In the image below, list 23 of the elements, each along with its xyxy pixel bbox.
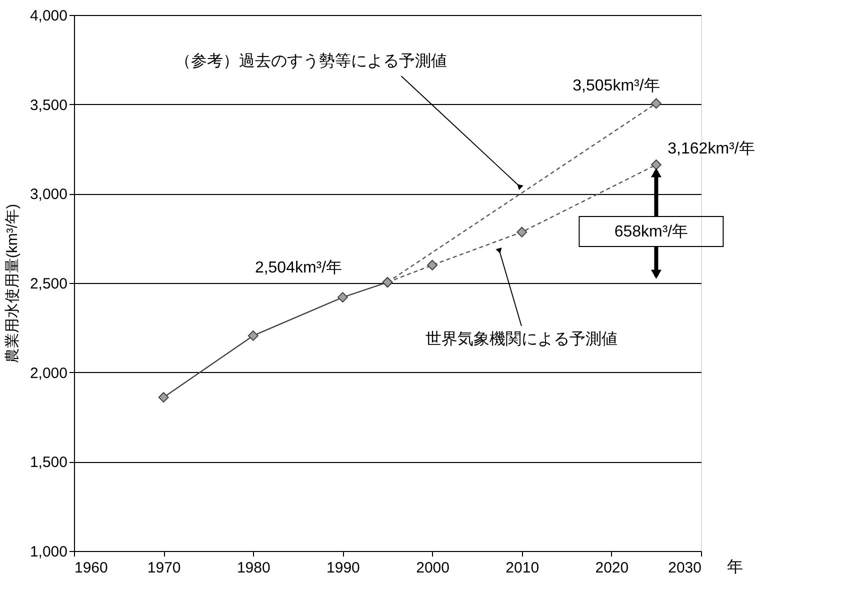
x-tick-label: 1980 [236,560,270,576]
y-tick-label: 4,000 [30,8,68,24]
x-tick-label: 1990 [326,560,360,576]
y-tick-label: 3,000 [30,186,68,204]
x-tick-label: 1960 [74,560,108,576]
annotation: 3,505km³/年 [572,77,660,94]
annotation: 世界気象機関による予測値 [425,330,618,348]
x-tick-label: 1970 [147,560,181,576]
x-tick-label: 2030 [668,560,702,576]
annotation: （参考）過去のすう勢等による予測値 [175,52,448,70]
y-tick-label: 1,500 [30,454,68,472]
x-axis-title: 年 [727,559,743,576]
y-tick-label: 3,500 [30,96,68,114]
x-tick-label: 2000 [416,560,450,576]
y-axis-title: 農業用水使用量(km³/年) [4,204,21,364]
annotation: 3,162km³/年 [668,140,755,158]
y-tick-label: 2,000 [30,364,68,382]
annotation: 658km³/年 [614,224,688,241]
x-tick-label: 2010 [506,560,540,576]
y-tick-label: 2,500 [30,276,68,292]
annotation: 2,504km³/年 [254,259,342,276]
x-tick-label: 2020 [595,560,629,576]
y-tick-label: 1,000 [30,544,68,560]
